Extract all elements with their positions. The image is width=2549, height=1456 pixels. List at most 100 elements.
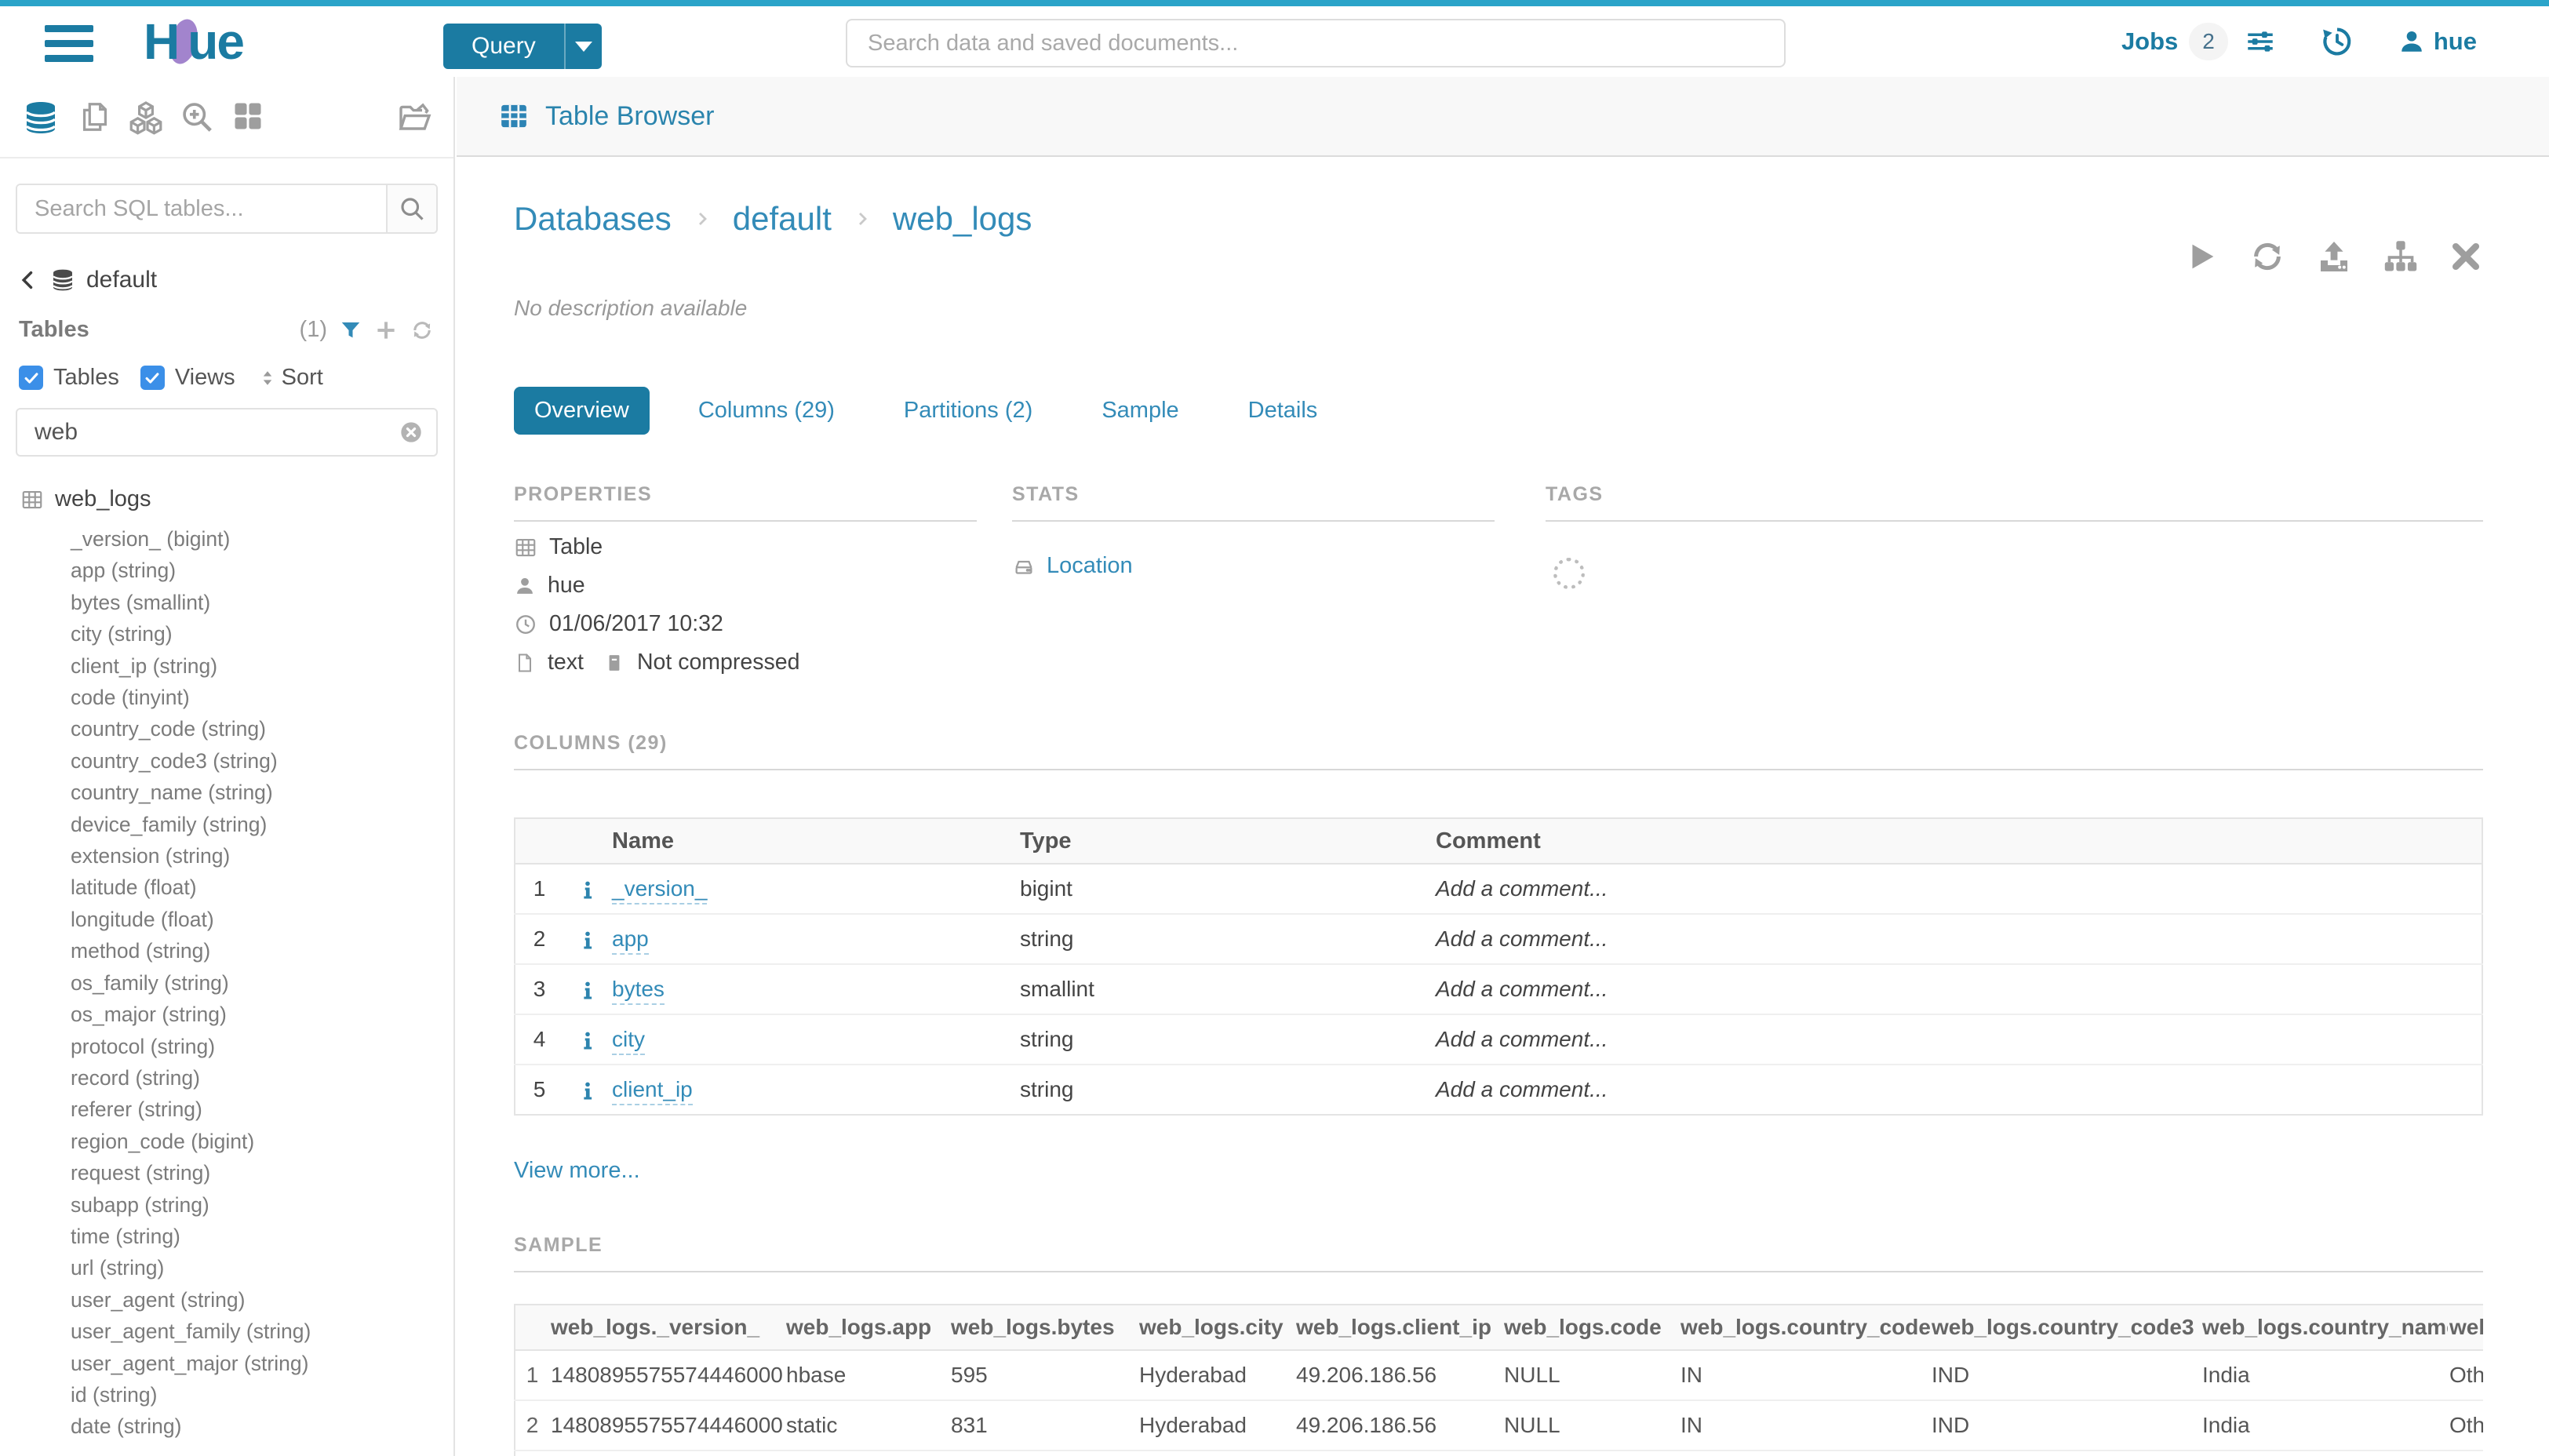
property-owner: hue bbox=[514, 573, 977, 599]
property-format-value: text bbox=[548, 650, 584, 675]
sidebar-column-item[interactable]: latitude (float) bbox=[71, 872, 453, 903]
sidebar-column-item[interactable]: referer (string) bbox=[71, 1094, 453, 1125]
sidebar-column-item[interactable]: region_code (bigint) bbox=[71, 1126, 453, 1157]
column-comment-placeholder[interactable]: Add a comment... bbox=[1436, 1014, 2482, 1065]
column-name-link[interactable]: client_ip bbox=[612, 1077, 693, 1105]
sidebar-column-item[interactable]: country_code (string) bbox=[71, 713, 453, 744]
query-dropdown-button[interactable] bbox=[564, 24, 602, 69]
tables-checkbox[interactable] bbox=[19, 366, 43, 390]
view-more-link[interactable]: View more... bbox=[514, 1158, 640, 1184]
column-comment-placeholder[interactable]: Add a comment... bbox=[1436, 964, 2482, 1014]
breadcrumb-default[interactable]: default bbox=[733, 200, 832, 238]
sidebar-column-item[interactable]: extension (string) bbox=[71, 840, 453, 872]
info-icon[interactable] bbox=[577, 1080, 599, 1102]
sidebar-column-item[interactable]: subapp (string) bbox=[71, 1189, 453, 1221]
filter-funnel-icon[interactable] bbox=[339, 318, 362, 342]
tab-sample[interactable]: Sample bbox=[1081, 387, 1199, 435]
sidebar-column-item[interactable]: city (string) bbox=[71, 618, 453, 650]
tab-columns[interactable]: Columns (29) bbox=[678, 387, 855, 435]
database-breadcrumb-row[interactable]: default bbox=[17, 267, 453, 293]
column-name-link[interactable]: app bbox=[612, 926, 649, 955]
sidebar-column-item[interactable]: code (tinyint) bbox=[71, 682, 453, 713]
sidebar-table-web-logs[interactable]: web_logs bbox=[20, 486, 453, 512]
sidebar-column-item[interactable]: user_agent_family (string) bbox=[71, 1316, 453, 1347]
sidebar-column-item[interactable]: time (string) bbox=[71, 1221, 453, 1252]
sidebar-column-item[interactable]: os_major (string) bbox=[71, 999, 453, 1030]
query-split-button[interactable]: Query bbox=[443, 24, 602, 69]
clear-filter-icon[interactable] bbox=[399, 420, 424, 445]
hue-logo[interactable]: Hue bbox=[144, 14, 243, 69]
sidebar-column-item[interactable]: _version_ (bigint) bbox=[71, 523, 453, 555]
refresh-tables-icon[interactable] bbox=[410, 318, 435, 343]
search-icon[interactable] bbox=[386, 185, 436, 232]
row-number: 3 bbox=[515, 1451, 549, 1456]
sidebar-column-item[interactable]: country_code3 (string) bbox=[71, 745, 453, 777]
column-comment-placeholder[interactable]: Add a comment... bbox=[1436, 914, 2482, 964]
sidebar-column-item[interactable]: client_ip (string) bbox=[71, 650, 453, 682]
sidebar-column-item[interactable]: user_agent (string) bbox=[71, 1284, 453, 1316]
info-icon[interactable] bbox=[577, 980, 599, 1002]
breadcrumb-databases[interactable]: Databases bbox=[514, 200, 672, 238]
breadcrumb-web-logs[interactable]: web_logs bbox=[893, 200, 1032, 238]
views-checkbox-label: Views bbox=[175, 365, 235, 391]
query-play-icon[interactable] bbox=[2183, 238, 2219, 275]
tab-partitions[interactable]: Partitions (2) bbox=[883, 387, 1053, 435]
sidebar-column-item[interactable]: protocol (string) bbox=[71, 1031, 453, 1062]
documents-source-icon[interactable] bbox=[77, 99, 113, 135]
jobs-count-badge[interactable]: 2 bbox=[2189, 23, 2228, 60]
column-comment-placeholder[interactable]: Add a comment... bbox=[1436, 864, 2482, 914]
table-description[interactable]: No description available bbox=[514, 296, 2483, 321]
refresh-icon[interactable] bbox=[2248, 237, 2287, 276]
property-created: 01/06/2017 10:32 bbox=[514, 611, 977, 637]
tab-overview[interactable]: Overview bbox=[514, 387, 650, 435]
info-icon[interactable] bbox=[577, 1030, 599, 1052]
add-table-icon[interactable] bbox=[374, 318, 398, 342]
column-name-link[interactable]: _version_ bbox=[612, 876, 707, 905]
cubes-source-icon[interactable] bbox=[127, 99, 165, 136]
info-icon[interactable] bbox=[577, 879, 599, 901]
close-icon[interactable] bbox=[2449, 239, 2483, 274]
chevron-left-icon[interactable] bbox=[17, 269, 39, 291]
sidebar-column-item[interactable]: device_family (string) bbox=[71, 809, 453, 840]
cell: India bbox=[2201, 1451, 2448, 1456]
location-link[interactable]: Location bbox=[1047, 553, 1133, 579]
sidebar-column-item[interactable]: id (string) bbox=[71, 1379, 453, 1410]
history-icon[interactable] bbox=[2321, 25, 2354, 58]
views-checkbox[interactable] bbox=[140, 366, 165, 390]
cell: Hyderabad bbox=[1138, 1400, 1295, 1451]
table-filter-input[interactable] bbox=[17, 419, 399, 446]
global-search-input[interactable] bbox=[846, 19, 1786, 67]
tab-details[interactable]: Details bbox=[1228, 387, 1338, 435]
sql-tables-search-input[interactable] bbox=[17, 185, 386, 232]
sidebar-column-item[interactable]: bytes (smallint) bbox=[71, 587, 453, 618]
zoom-in-source-icon[interactable] bbox=[179, 99, 215, 135]
sitemap-icon[interactable] bbox=[2381, 237, 2420, 276]
folder-documents-icon[interactable] bbox=[395, 99, 433, 136]
sidebar-column-item[interactable]: record (string) bbox=[71, 1062, 453, 1094]
sidebar-column-item[interactable]: app (string) bbox=[71, 555, 453, 586]
apps-grid-icon[interactable] bbox=[231, 99, 265, 133]
user-icon bbox=[514, 575, 536, 597]
sidebar-column-item[interactable]: user_agent_major (string) bbox=[71, 1348, 453, 1379]
column-name-link[interactable]: bytes bbox=[612, 977, 665, 1005]
database-source-icon[interactable] bbox=[22, 99, 60, 136]
info-icon[interactable] bbox=[577, 930, 599, 952]
sidebar-column-item[interactable]: os_family (string) bbox=[71, 967, 453, 999]
sidebar-column-item[interactable]: date (string) bbox=[71, 1410, 453, 1442]
top-progress-strip bbox=[0, 0, 2549, 6]
column-name-link[interactable]: city bbox=[612, 1027, 645, 1055]
sidebar-column-item[interactable]: request (string) bbox=[71, 1157, 453, 1188]
sidebar-column-item[interactable]: country_name (string) bbox=[71, 777, 453, 808]
user-menu[interactable]: hue bbox=[2398, 27, 2477, 56]
column-comment-placeholder[interactable]: Add a comment... bbox=[1436, 1065, 2482, 1115]
hamburger-menu-icon[interactable] bbox=[45, 25, 93, 70]
jobs-link[interactable]: Jobs bbox=[2121, 27, 2178, 56]
sliders-icon[interactable] bbox=[2244, 25, 2277, 58]
empty-header bbox=[515, 1305, 549, 1350]
query-button[interactable]: Query bbox=[443, 24, 564, 69]
sidebar-column-item[interactable]: longitude (float) bbox=[71, 904, 453, 935]
sidebar-column-item[interactable]: url (string) bbox=[71, 1252, 453, 1283]
sort-toggle[interactable]: Sort bbox=[257, 365, 323, 391]
sidebar-column-item[interactable]: method (string) bbox=[71, 935, 453, 966]
upload-icon[interactable] bbox=[2315, 238, 2353, 275]
